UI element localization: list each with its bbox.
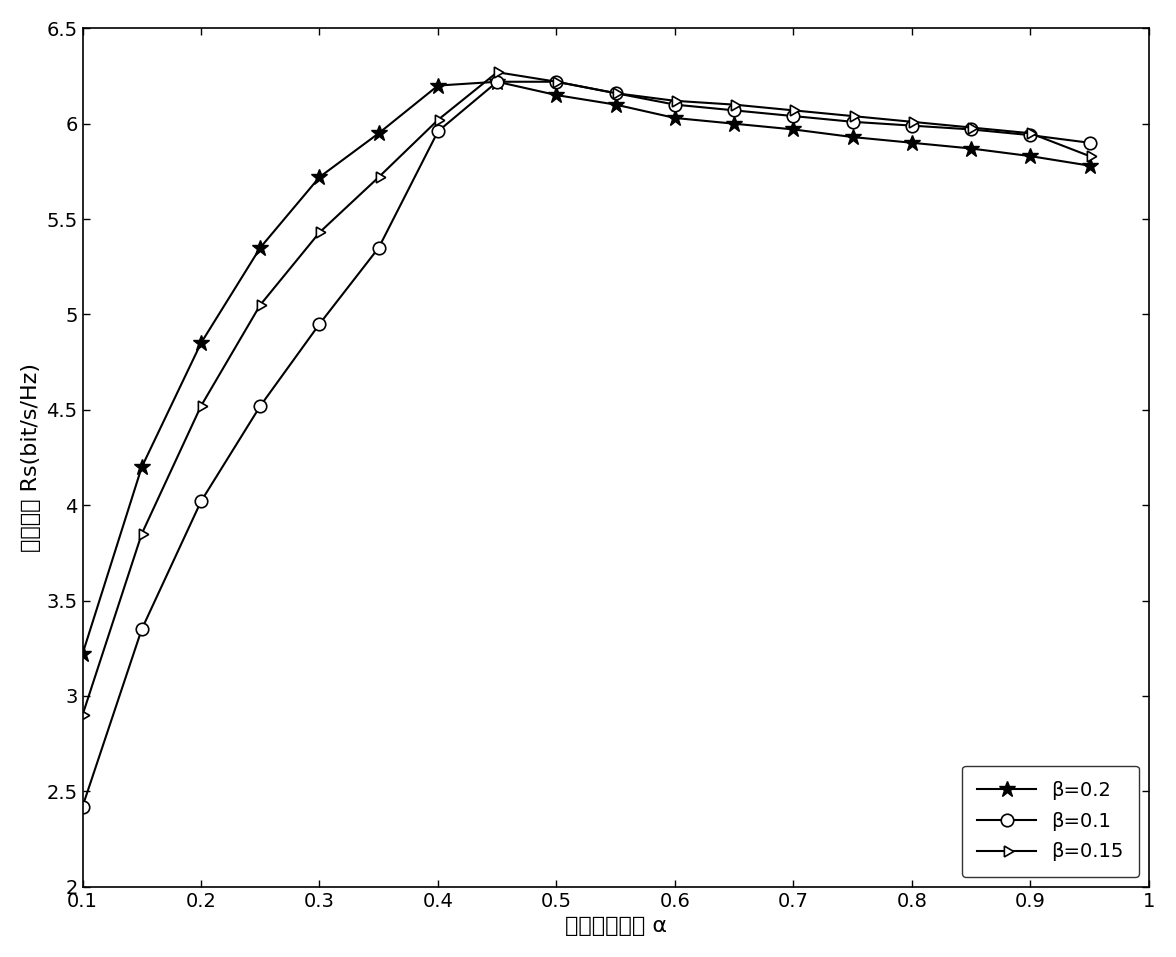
β=0.2: [668, 112, 682, 123]
β=0.15: [609, 87, 623, 99]
Legend: β=0.2, β=0.1, β=0.15: β=0.2, β=0.1, β=0.15: [962, 766, 1140, 877]
β=0.2: [1083, 160, 1097, 171]
β=0.15: [253, 300, 267, 311]
β=0.2: [135, 461, 149, 473]
β=0.1: [964, 123, 978, 135]
β=0.2: [787, 123, 801, 135]
β=0.15: [1083, 150, 1097, 162]
β=0.15: [430, 114, 445, 125]
Line: β=0.2: β=0.2: [74, 74, 1098, 662]
β=0.1: [1083, 137, 1097, 148]
Y-axis label: 安全速率 Rs(bit/s/Hz): 安全速率 Rs(bit/s/Hz): [21, 363, 41, 552]
Line: β=0.15: β=0.15: [76, 66, 1096, 722]
β=0.1: [727, 104, 741, 116]
β=0.15: [727, 99, 741, 110]
β=0.1: [787, 110, 801, 122]
β=0.1: [490, 76, 505, 87]
β=0.15: [668, 95, 682, 106]
β=0.2: [549, 89, 563, 100]
β=0.1: [609, 87, 623, 99]
β=0.1: [75, 801, 89, 812]
β=0.2: [609, 99, 623, 110]
β=0.1: [194, 496, 208, 507]
β=0.15: [1023, 127, 1037, 139]
β=0.15: [490, 66, 505, 78]
X-axis label: 能量收集因子 α: 能量收集因子 α: [564, 916, 667, 936]
β=0.15: [313, 227, 327, 238]
β=0.1: [1023, 129, 1037, 141]
β=0.15: [75, 709, 89, 721]
β=0.2: [430, 79, 445, 91]
β=0.2: [846, 131, 860, 143]
β=0.15: [135, 528, 149, 540]
β=0.15: [372, 171, 386, 183]
β=0.1: [313, 319, 327, 330]
β=0.1: [135, 623, 149, 634]
β=0.15: [549, 76, 563, 87]
β=0.1: [549, 76, 563, 87]
β=0.2: [253, 242, 267, 254]
β=0.1: [668, 99, 682, 110]
β=0.2: [727, 118, 741, 129]
β=0.2: [964, 143, 978, 154]
β=0.15: [964, 122, 978, 133]
β=0.15: [787, 104, 801, 116]
β=0.1: [430, 125, 445, 137]
β=0.1: [253, 400, 267, 412]
β=0.1: [904, 120, 918, 131]
β=0.2: [904, 137, 918, 148]
β=0.2: [1023, 150, 1037, 162]
β=0.1: [846, 116, 860, 127]
β=0.2: [490, 76, 505, 87]
β=0.15: [904, 116, 918, 127]
β=0.2: [313, 171, 327, 183]
β=0.2: [372, 127, 386, 139]
β=0.15: [194, 400, 208, 412]
β=0.2: [75, 648, 89, 659]
Line: β=0.1: β=0.1: [76, 76, 1096, 812]
β=0.1: [372, 242, 386, 254]
β=0.15: [846, 110, 860, 122]
β=0.2: [194, 338, 208, 349]
